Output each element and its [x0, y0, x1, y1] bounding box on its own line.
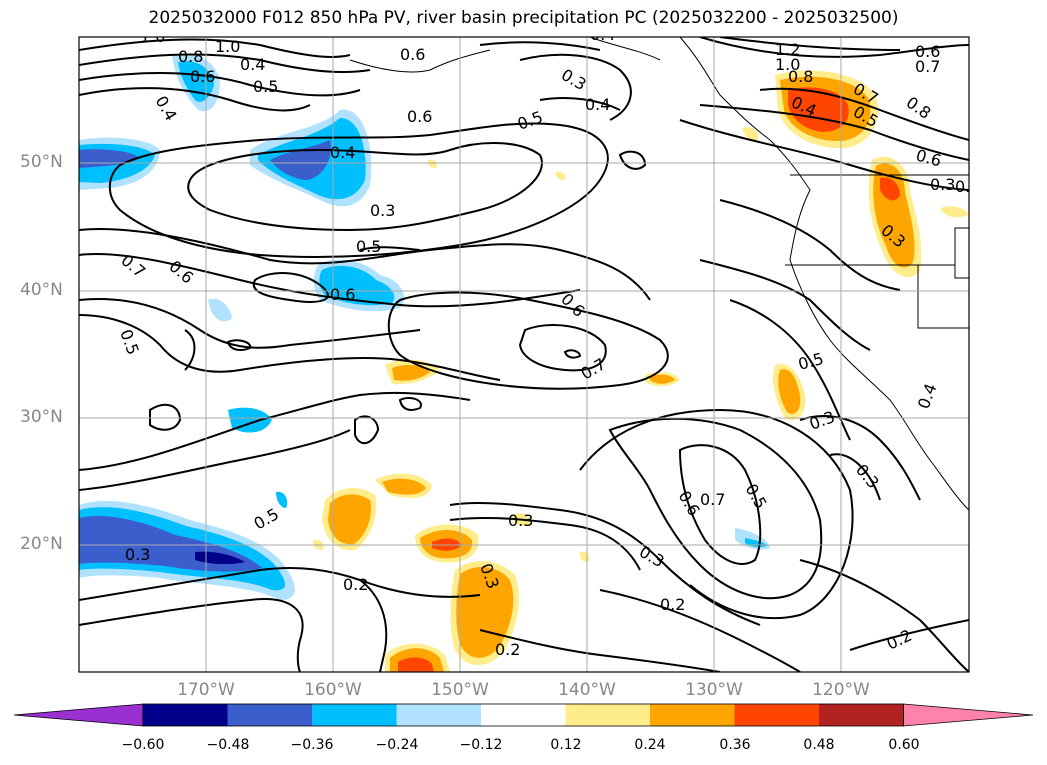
colorbar-tick: 0.24: [634, 737, 666, 753]
colorbar-tick: −0.24: [375, 737, 419, 753]
contour-label: 0.7: [915, 57, 940, 76]
coastlines: [349, 37, 969, 511]
colorbar-tick: −0.48: [206, 737, 250, 753]
lat-label: 40°N: [20, 280, 63, 300]
colorbar-tick: 0.60: [888, 737, 920, 753]
colorbar-segment: [143, 704, 228, 726]
contour-label: 0.3: [125, 545, 150, 564]
lon-label: 150°W: [431, 680, 489, 700]
positive-precip-areas: [312, 70, 968, 672]
contour-label: 0.2: [495, 640, 520, 659]
contour-label: 0.4: [330, 143, 355, 162]
colorbar-tick: −0.36: [290, 737, 334, 753]
colorbar-segment: [227, 704, 313, 726]
colorbar-tick: 0.48: [803, 737, 835, 753]
lon-label: 120°W: [812, 680, 870, 700]
colorbar-extend-high: [903, 703, 1034, 727]
colorbar-segment: [481, 704, 566, 726]
colorbar: [13, 703, 1034, 727]
colorbar-extend-low: [13, 703, 144, 727]
lon-label: 140°W: [558, 680, 616, 700]
colorbar-segment: [312, 704, 397, 726]
contour-label: 0.3: [508, 511, 533, 530]
colorbar-segment: [734, 704, 820, 726]
gridlines: [79, 37, 969, 672]
lon-label: 160°W: [304, 680, 362, 700]
map-title: 2025032000 F012 850 hPa PV, river basin …: [148, 8, 899, 28]
colorbar-tick: −0.12: [459, 737, 503, 753]
colorbar-tick: −0.60: [121, 737, 165, 753]
colorbar-segment: [650, 704, 735, 726]
lat-label: 50°N: [20, 152, 63, 172]
contour-label: 0.4: [590, 25, 615, 44]
contour-label: 0.4: [240, 55, 265, 74]
contour-labels: 1.0 1.0 0.8 0.6 0.5 0.4 0.7 0.6 0.5 0.4 …: [116, 25, 980, 659]
contour-label: 0.6: [330, 285, 355, 304]
map-frame: [78, 36, 970, 673]
colorbar-tick: 0.36: [719, 737, 751, 753]
contour-label: 0.4: [585, 95, 610, 114]
pv-contours: [79, 37, 969, 672]
contour-label: 1.2: [775, 40, 800, 59]
lon-label: 170°W: [177, 680, 235, 700]
contour-label: 0.2: [660, 595, 685, 614]
colorbar-segment: [396, 704, 482, 726]
contour-label: 0.6: [915, 42, 940, 61]
contour-label: 0.6: [190, 67, 215, 86]
contour-label: 0.8: [178, 47, 203, 66]
colorbar-tick: 0.12: [550, 737, 582, 753]
colorbar-outline: [142, 703, 904, 727]
contour-label: 0.3: [930, 175, 955, 194]
contour-label: 0.2: [955, 177, 980, 196]
contour-label: 0.6: [400, 45, 425, 64]
contour-label: 1.0: [775, 55, 800, 74]
contour-label: 0.7: [700, 490, 725, 509]
colorbar-segment: [819, 704, 904, 726]
contour-label: 0.8: [788, 67, 813, 86]
contour-label: 1.0: [215, 37, 240, 56]
contour-label: 0.5: [253, 77, 278, 96]
contour-label: 1.0: [140, 27, 165, 46]
lat-label: 20°N: [20, 534, 63, 554]
lon-label: 130°W: [685, 680, 743, 700]
contour-label: 0.5: [356, 237, 381, 256]
contour-label: 0.3: [370, 201, 395, 220]
lat-label: 30°N: [20, 407, 63, 427]
negative-precip-areas: [79, 53, 770, 600]
colorbar-segment: [565, 704, 651, 726]
contour-label: 0.6: [407, 107, 432, 126]
contour-label: 0.2: [343, 575, 368, 594]
